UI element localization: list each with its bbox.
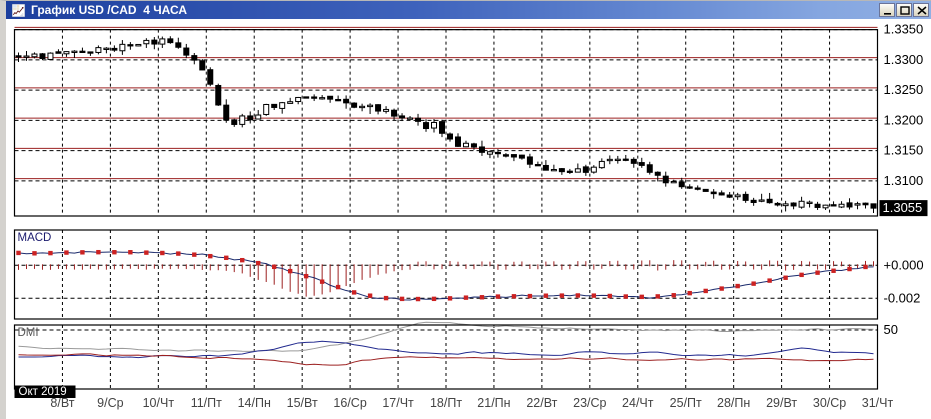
svg-text:MACD: MACD <box>18 232 52 244</box>
svg-text:1.3150: 1.3150 <box>884 143 924 158</box>
svg-text:23/Ср: 23/Ср <box>573 396 606 410</box>
svg-text:29/Вт: 29/Вт <box>766 396 797 410</box>
svg-text:30/Ср: 30/Ср <box>813 396 846 410</box>
svg-text:25/Пт: 25/Пт <box>670 396 702 410</box>
svg-text:11/Пт: 11/Пт <box>191 396 222 410</box>
svg-text:18/Пт: 18/Пт <box>430 396 462 410</box>
svg-text:1.3350: 1.3350 <box>884 22 924 37</box>
svg-text:15/Вт: 15/Вт <box>287 396 318 410</box>
svg-text:14/Пн: 14/Пн <box>238 396 271 410</box>
svg-text:Окт 2019: Окт 2019 <box>19 386 67 398</box>
svg-text:1.3250: 1.3250 <box>884 82 924 97</box>
svg-text:9/Ср: 9/Ср <box>97 396 123 410</box>
svg-text:1.3300: 1.3300 <box>884 52 924 67</box>
svg-text:16/Ср: 16/Ср <box>333 396 366 410</box>
svg-text:1.3055: 1.3055 <box>883 200 923 215</box>
svg-text:28/Пн: 28/Пн <box>717 396 750 410</box>
svg-text:-0.002: -0.002 <box>884 290 921 305</box>
svg-text:50: 50 <box>884 322 898 337</box>
svg-text:22/Вт: 22/Вт <box>526 396 557 410</box>
svg-text:8/Вт: 8/Вт <box>50 396 74 410</box>
svg-text:17/Чт: 17/Чт <box>382 396 414 410</box>
svg-text:DMI: DMI <box>18 327 39 339</box>
svg-text:31/Чт: 31/Чт <box>862 396 894 410</box>
svg-text:1.3100: 1.3100 <box>884 173 924 188</box>
svg-text:24/Чт: 24/Чт <box>622 396 654 410</box>
svg-text:1.3200: 1.3200 <box>884 112 924 127</box>
svg-text:10/Чт: 10/Чт <box>143 396 175 410</box>
svg-text:+0.000: +0.000 <box>884 257 924 272</box>
svg-text:21/Пн: 21/Пн <box>477 396 510 410</box>
